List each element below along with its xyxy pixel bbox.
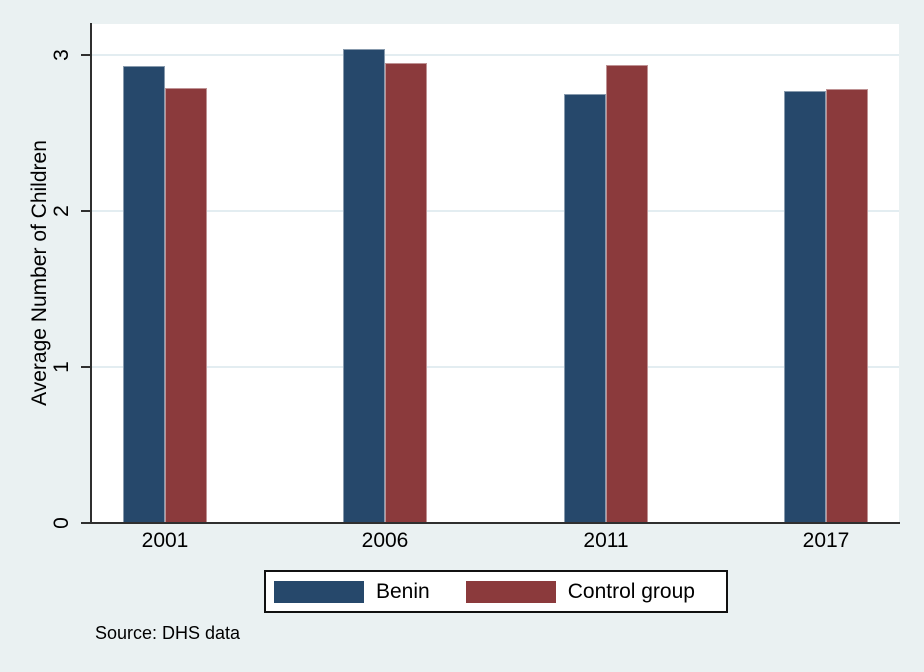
source-note: Source: DHS data bbox=[95, 623, 241, 643]
y-tick-3 bbox=[81, 54, 91, 57]
legend: Benin Control group bbox=[264, 570, 728, 613]
legend-swatch-benin bbox=[274, 580, 364, 603]
x-axis-line bbox=[90, 522, 900, 524]
y-tick-label-3: 3 bbox=[50, 49, 73, 62]
plot-area bbox=[92, 24, 899, 523]
legend-label-control-group: Control group bbox=[567, 579, 695, 603]
y-tick-0 bbox=[81, 522, 91, 524]
legend-swatch-control-group bbox=[465, 580, 556, 603]
gridline-y-2 bbox=[92, 210, 899, 213]
y-tick-label-2: 2 bbox=[50, 205, 73, 217]
y-tick-2 bbox=[81, 210, 91, 213]
y-tick-label-1: 1 bbox=[50, 361, 73, 373]
x-tick-label-2001: 2001 bbox=[141, 529, 189, 552]
gridline-y-1 bbox=[92, 366, 899, 369]
x-tick-label-2011: 2011 bbox=[583, 529, 629, 552]
gridline-y-3 bbox=[92, 54, 899, 57]
bar-benin-2011 bbox=[564, 94, 606, 523]
bar-benin-2017 bbox=[784, 91, 826, 523]
y-axis-line bbox=[90, 23, 92, 524]
y-tick-label-0: 0 bbox=[50, 517, 73, 529]
legend-item-benin: Benin bbox=[274, 580, 430, 604]
x-tick-label-2017: 2017 bbox=[802, 529, 850, 552]
legend-item-control-group: Control group bbox=[465, 579, 695, 604]
bar-benin-2006 bbox=[343, 49, 385, 523]
bar-control-group-2011 bbox=[606, 65, 648, 523]
bar-control-group-2006 bbox=[385, 63, 427, 523]
bar-benin-2001 bbox=[123, 66, 165, 523]
x-tick-label-2006: 2006 bbox=[361, 529, 409, 552]
bar-control-group-2017 bbox=[826, 89, 868, 523]
bar-control-group-2001 bbox=[165, 88, 207, 523]
y-tick-1 bbox=[81, 366, 91, 369]
legend-label-benin: Benin bbox=[376, 579, 430, 603]
